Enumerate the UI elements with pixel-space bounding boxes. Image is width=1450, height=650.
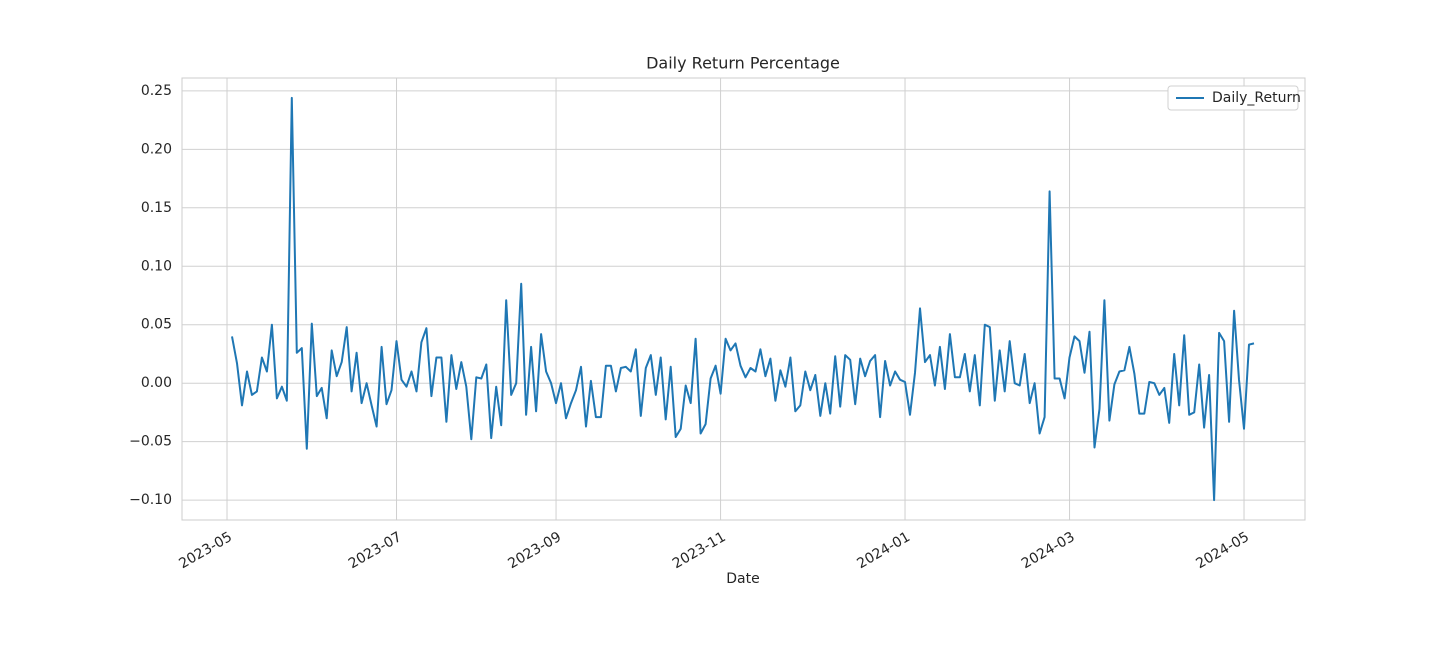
- x-tick-label: 2023-05: [176, 529, 235, 572]
- legend-box: [1167, 85, 1299, 111]
- y-tick-label: 0.00: [141, 375, 172, 391]
- y-tick-label: 0.05: [141, 317, 172, 333]
- y-tick-label: 0.20: [141, 141, 172, 157]
- y-tick-label: −0.05: [129, 434, 172, 450]
- y-tick-label: 0.10: [141, 258, 172, 274]
- line-series: [231, 96, 1255, 502]
- chart-title: Daily Return Percentage: [646, 54, 840, 73]
- y-tick-label: 0.15: [141, 200, 172, 216]
- y-tick-label: 0.25: [141, 83, 172, 99]
- x-tick-label: 2023-07: [346, 529, 405, 572]
- x-tick-label: 2024-01: [854, 529, 913, 572]
- x-axis-label: Date: [726, 571, 759, 587]
- x-tick-label: 2024-03: [1019, 529, 1078, 572]
- x-tick-label: 2024-05: [1193, 529, 1252, 572]
- legend-label: Daily_Return: [1212, 90, 1301, 106]
- plot-area: [181, 77, 1306, 521]
- x-tick-label: 2023-09: [505, 529, 564, 572]
- x-tick-label: 2023-11: [670, 529, 729, 572]
- y-tick-label: −0.10: [129, 492, 172, 508]
